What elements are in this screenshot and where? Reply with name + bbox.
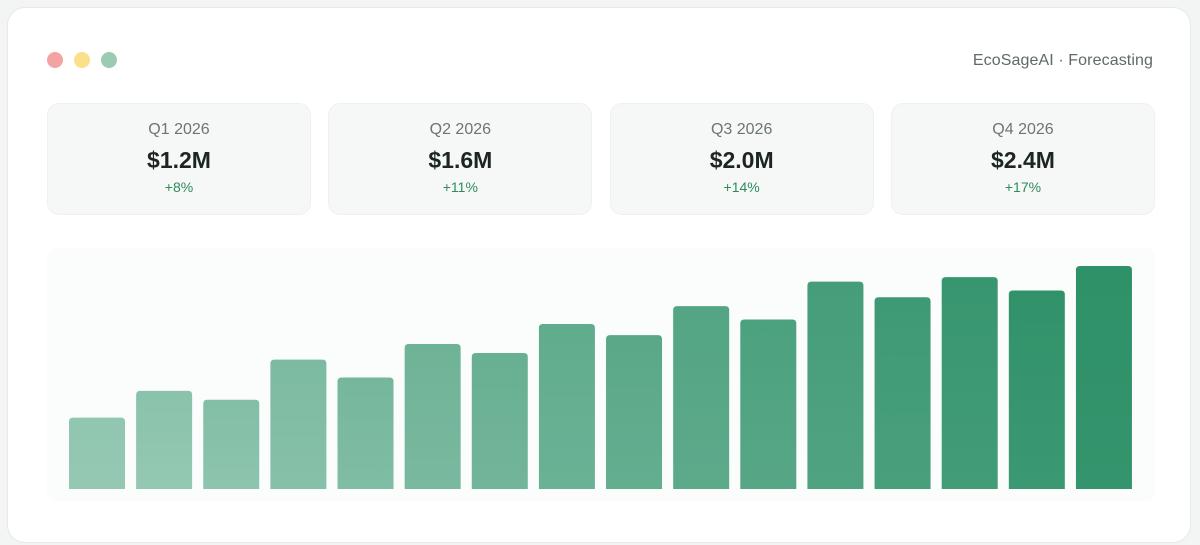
chart-bar-11[interactable]: [740, 319, 797, 489]
forecast-cards: Q1 2026 $1.2M +8% Q2 2026 $1.6M +11% Q3 …: [47, 103, 1155, 215]
card-value: $1.2M: [147, 147, 211, 173]
card-change: +11%: [442, 179, 478, 195]
chart-bar-12[interactable]: [807, 281, 864, 489]
chart-bar-7[interactable]: [471, 352, 528, 489]
close-button[interactable]: [47, 52, 63, 68]
chart-bar-1[interactable]: [69, 417, 125, 489]
chart-bar-3[interactable]: [203, 399, 260, 489]
chart-bar-15[interactable]: [1008, 290, 1065, 489]
card-change: +14%: [723, 179, 760, 195]
chart-bar-13[interactable]: [874, 297, 931, 489]
card-quarter: Q1 2026: [148, 121, 210, 138]
card-change: +17%: [1004, 179, 1042, 195]
forecast-card-q2[interactable]: Q2 2026 $1.6M +11%: [328, 103, 593, 215]
minimize-button[interactable]: [74, 52, 90, 68]
forecast-card-q3[interactable]: Q3 2026 $2.0M +14%: [609, 103, 874, 215]
chart-bar-8[interactable]: [538, 323, 595, 489]
card-value: $1.6M: [428, 147, 493, 173]
card-quarter: Q2 2026: [429, 121, 492, 138]
zoom-button[interactable]: [101, 52, 117, 68]
card-quarter: Q3 2026: [710, 121, 773, 138]
chart-bar-16[interactable]: [1075, 266, 1132, 489]
bar-chart: [69, 266, 1132, 490]
chart-bar-14[interactable]: [941, 277, 998, 489]
chart-bar-2[interactable]: [136, 390, 193, 489]
chart-bar-9[interactable]: [606, 335, 663, 489]
app-window: EcoSageAI · Forecasting Q1 2026 $1.2M +8…: [7, 7, 1191, 543]
chart-bar-5[interactable]: [337, 377, 394, 490]
card-value: $2.0M: [709, 147, 774, 173]
card-change: +8%: [164, 179, 194, 195]
chart-bar-6[interactable]: [404, 344, 461, 489]
window-controls: [47, 52, 117, 68]
forecast-chart: [47, 248, 1155, 501]
app-title: EcoSageAI · Forecasting: [972, 52, 1153, 69]
forecast-card-q4[interactable]: Q4 2026 $2.4M +17%: [890, 103, 1155, 215]
chart-bar-10[interactable]: [673, 306, 730, 489]
card-quarter: Q4 2026: [992, 121, 1054, 138]
chart-bar-4[interactable]: [270, 359, 327, 489]
forecast-card-q1[interactable]: Q1 2026 $1.2M +8%: [47, 103, 311, 215]
card-value: $2.4M: [991, 147, 1055, 173]
